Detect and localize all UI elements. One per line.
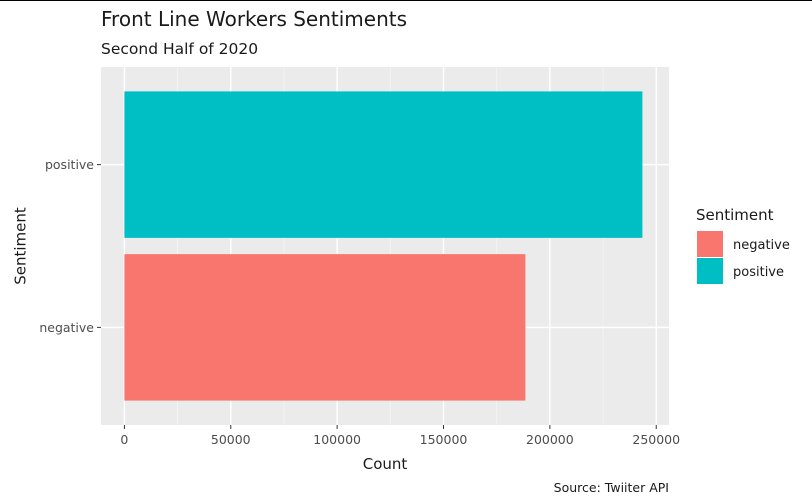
y-axis: negative positive xyxy=(39,157,101,335)
bar-positive xyxy=(124,91,643,238)
x-axis: 0 50000 100000 150000 200000 250000 xyxy=(120,425,680,447)
chart-title: Front Line Workers Sentiments xyxy=(101,7,407,31)
legend-key-positive xyxy=(697,258,723,284)
y-tick-label: negative xyxy=(39,320,94,335)
legend-label-positive: positive xyxy=(733,265,784,280)
legend-label-negative: negative xyxy=(733,238,790,253)
legend: Sentiment negative positive xyxy=(696,206,790,284)
legend-key-negative xyxy=(697,231,723,257)
chart-subtitle: Second Half of 2020 xyxy=(101,40,258,58)
legend-title: Sentiment xyxy=(696,206,774,224)
x-tick-label: 250000 xyxy=(632,432,680,447)
bars xyxy=(124,91,643,401)
x-tick-label: 50000 xyxy=(211,432,251,447)
bar-negative xyxy=(124,254,526,401)
x-tick-label: 200000 xyxy=(526,432,574,447)
x-tick-label: 150000 xyxy=(420,432,468,447)
chart-caption: Source: Twiiter API xyxy=(554,480,669,495)
y-axis-title: Sentiment xyxy=(12,207,30,285)
x-axis-title: Count xyxy=(363,455,408,473)
y-tick-label: positive xyxy=(45,157,94,172)
x-tick-label: 100000 xyxy=(313,432,361,447)
x-tick-label: 0 xyxy=(120,432,128,447)
